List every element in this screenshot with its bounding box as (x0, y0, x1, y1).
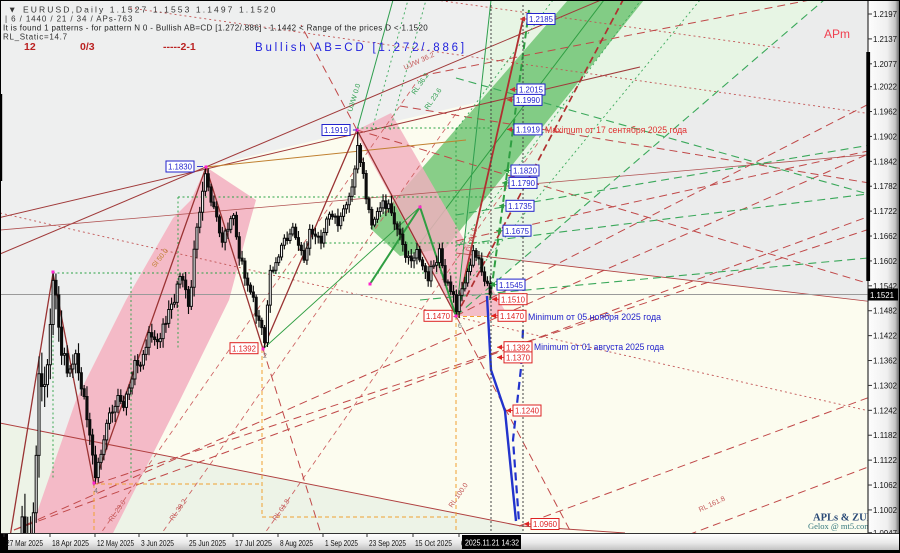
svg-text:1.2015: 1.2015 (519, 85, 543, 95)
svg-text:12: 12 (24, 41, 36, 53)
svg-text:APm: APm (824, 27, 850, 41)
svg-text:1.1362: 1.1362 (873, 356, 897, 366)
svg-text:1.1182: 1.1182 (873, 430, 897, 440)
svg-text:1.1902: 1.1902 (873, 131, 897, 141)
svg-text:▼ EURUSD,Daily 1.1527 1.1553: ▼ EURUSD,Daily 1.1527 1.1553 1.1497 1.15… (8, 5, 278, 15)
svg-text:1.1470: 1.1470 (426, 311, 450, 321)
svg-text:18 Apr 2025: 18 Apr 2025 (52, 538, 89, 548)
svg-text:1.0960: 1.0960 (533, 519, 557, 529)
svg-text:-----2-1: -----2-1 (163, 41, 196, 53)
svg-text:1.1062: 1.1062 (873, 480, 897, 490)
svg-text:12 May 2025: 12 May 2025 (97, 538, 134, 548)
svg-text:4: 4 (94, 488, 98, 495)
svg-text:Minimum от 05 ноября 2025 года: Minimum от 05 ноября 2025 года (528, 312, 662, 323)
svg-text:15 Oct 2025: 15 Oct 2025 (415, 538, 452, 548)
svg-text:1.1790: 1.1790 (511, 178, 535, 188)
svg-text:1.1302: 1.1302 (873, 380, 897, 390)
svg-text:1 Sep 2025: 1 Sep 2025 (325, 538, 358, 548)
svg-text:1.1722: 1.1722 (873, 206, 897, 216)
svg-text:1.1422: 1.1422 (873, 331, 897, 341)
svg-text:Gelox @ mt5.com: Gelox @ mt5.com (808, 521, 871, 531)
svg-text:It is found 1 patterns - for: It is found 1 patterns - for pattern N 0… (3, 24, 428, 33)
svg-text:1.0947: 1.0947 (873, 528, 897, 538)
svg-text:1.1122: 1.1122 (873, 455, 897, 465)
svg-text:25 Jun 2025: 25 Jun 2025 (189, 538, 226, 548)
svg-text:1.1542: 1.1542 (873, 281, 897, 291)
svg-text:1.2137: 1.2137 (873, 34, 897, 44)
svg-text:1.2197: 1.2197 (873, 9, 897, 19)
svg-text:3 Jun 2025: 3 Jun 2025 (141, 538, 174, 548)
svg-text:1.1675: 1.1675 (505, 226, 529, 236)
svg-text:1.1545: 1.1545 (499, 280, 523, 290)
svg-text:1.1370: 1.1370 (506, 353, 530, 363)
svg-text:27 Mar 2025: 27 Mar 2025 (6, 538, 43, 548)
svg-text:0/3: 0/3 (80, 41, 95, 53)
svg-text:1.1482: 1.1482 (873, 306, 897, 316)
svg-text:Maximum от 17 сентября 2025 го: Maximum от 17 сентября 2025 года (545, 125, 688, 136)
svg-text:1.1240: 1.1240 (515, 406, 539, 416)
svg-text:1.1242: 1.1242 (873, 405, 897, 415)
svg-text:1.1521: 1.1521 (870, 290, 894, 300)
svg-text:1.1662: 1.1662 (873, 231, 897, 241)
svg-text:1.1919: 1.1919 (324, 125, 348, 135)
svg-text:1.1392: 1.1392 (232, 343, 256, 353)
svg-text:Minimum от 01 августа 2025 год: Minimum от 01 августа 2025 года (534, 342, 665, 353)
svg-text:1.1002: 1.1002 (873, 505, 897, 515)
svg-text:23 Sep 2025: 23 Sep 2025 (369, 538, 406, 548)
svg-text:1.2185: 1.2185 (529, 14, 553, 24)
svg-text:8 Aug 2025: 8 Aug 2025 (280, 538, 313, 548)
svg-text:1.1830: 1.1830 (168, 162, 192, 172)
svg-text:| 6 / 1440 / 21 / 34 / APs-763: | 6 / 1440 / 21 / 34 / APs-763 (5, 15, 133, 24)
svg-text:1.1470: 1.1470 (500, 311, 524, 321)
svg-text:Bullish AB=CD [1.272/.886]: Bullish AB=CD [1.272/.886] (255, 42, 467, 54)
svg-text:1.1962: 1.1962 (873, 107, 897, 117)
svg-text:APLs & ZUP: APLs & ZUP (813, 513, 874, 524)
svg-text:6: 6 (458, 323, 462, 330)
svg-text:1.1842: 1.1842 (873, 156, 897, 166)
svg-text:RL_Static=14.7: RL_Static=14.7 (3, 33, 68, 42)
svg-text:1.1602: 1.1602 (873, 256, 897, 266)
svg-text:1.2077: 1.2077 (873, 59, 897, 69)
svg-text:2: 2 (263, 353, 267, 360)
svg-text:1.1735: 1.1735 (508, 201, 532, 211)
svg-text:1.2022: 1.2022 (873, 82, 897, 92)
svg-text:1.1820: 1.1820 (513, 166, 537, 176)
svg-text:1.1782: 1.1782 (873, 181, 897, 191)
svg-text:2025.11.21 14:32: 2025.11.21 14:32 (465, 538, 519, 548)
svg-text:17 Jul 2025: 17 Jul 2025 (235, 538, 272, 548)
svg-text:1.1990: 1.1990 (516, 95, 540, 105)
svg-text:1.1510: 1.1510 (501, 294, 525, 304)
svg-text:1.1392: 1.1392 (506, 342, 530, 352)
svg-text:1.1919: 1.1919 (516, 125, 540, 135)
